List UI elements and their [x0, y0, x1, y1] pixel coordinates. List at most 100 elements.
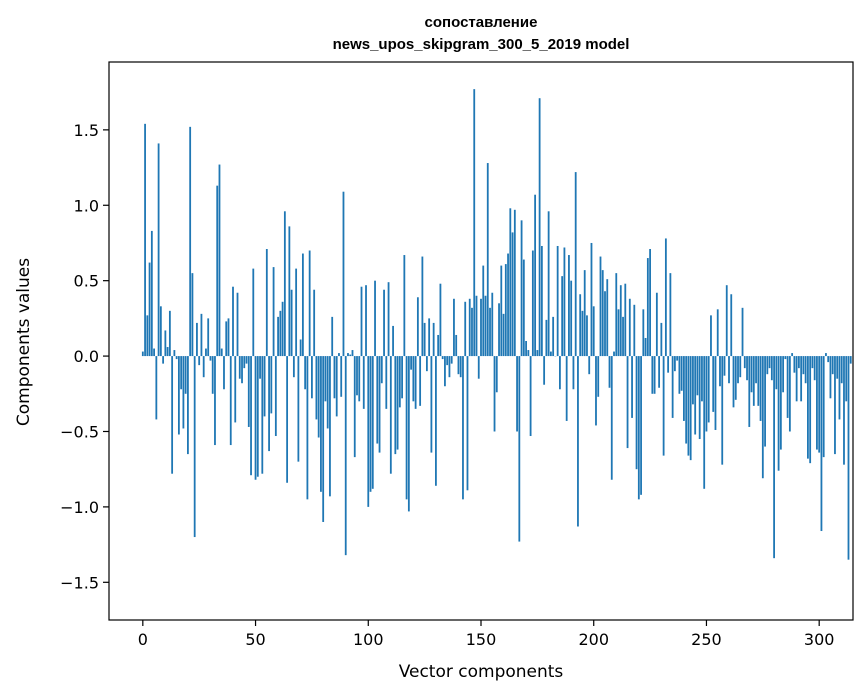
bar-156 [493, 356, 496, 432]
bar-1 [144, 123, 146, 357]
bar-253 [712, 356, 715, 412]
bar-194 [579, 294, 582, 357]
bar-195 [581, 310, 584, 357]
bar-83 [329, 356, 331, 497]
bar-187 [563, 247, 566, 357]
bar-255 [716, 309, 719, 357]
bar-159 [500, 265, 503, 357]
bar-50 [254, 356, 257, 480]
bar-63 [283, 211, 286, 357]
bar-225 [649, 249, 651, 357]
bar-240 [683, 356, 685, 421]
bar-245 [694, 356, 697, 435]
bar-119 [410, 356, 413, 370]
bar-196 [583, 270, 586, 357]
bar-197 [586, 315, 588, 357]
bar-190 [570, 280, 573, 357]
bar-176 [538, 98, 541, 357]
y-tick-label-4: 0.5 [74, 272, 99, 291]
bar-166 [516, 356, 518, 432]
bar-171 [527, 350, 530, 357]
bar-56 [268, 356, 270, 452]
bar-138 [453, 298, 455, 357]
bar-224 [646, 258, 649, 357]
bar-61 [279, 310, 282, 357]
bar-13 [171, 356, 174, 474]
bar-129 [432, 322, 435, 357]
bar-85 [333, 356, 336, 399]
bar-233 [667, 356, 670, 373]
bar-74 [308, 250, 311, 357]
bar-92 [349, 354, 352, 357]
bar-212 [619, 285, 622, 357]
bar-115 [401, 356, 403, 399]
bar-164 [511, 232, 514, 357]
bar-294 [804, 356, 807, 384]
y-tick-label-6: 1.5 [74, 121, 99, 140]
bar-295 [807, 356, 809, 459]
bar-38 [227, 318, 230, 357]
bar-79 [320, 356, 322, 492]
bar-217 [631, 356, 633, 418]
bar-209 [613, 351, 615, 357]
bar-199 [590, 242, 593, 357]
bar-249 [703, 356, 706, 489]
bar-167 [518, 356, 521, 542]
bar-206 [606, 279, 609, 357]
bar-250 [705, 356, 708, 432]
bar-260 [728, 356, 730, 384]
bar-247 [698, 356, 701, 440]
bar-54 [263, 356, 266, 417]
bar-10 [164, 330, 167, 357]
bar-41 [234, 356, 237, 423]
bar-68 [295, 268, 298, 357]
bar-141 [459, 356, 462, 378]
bar-126 [425, 356, 428, 372]
bar-89 [342, 191, 345, 357]
bar-276 [764, 356, 766, 447]
bar-204 [601, 270, 604, 357]
bar-7 [157, 143, 160, 357]
bar-301 [820, 356, 823, 532]
bar-291 [797, 356, 800, 369]
bar-57 [270, 356, 273, 414]
bar-203 [599, 256, 602, 357]
bar-139 [455, 334, 458, 357]
bar-151 [482, 265, 485, 357]
bar-86 [335, 356, 338, 417]
bar-58 [272, 267, 275, 357]
bar-12 [168, 310, 171, 357]
bar-158 [498, 303, 500, 357]
bar-244 [692, 356, 694, 405]
bar-234 [669, 273, 672, 357]
bar-73 [306, 356, 309, 500]
bar-304 [827, 356, 830, 363]
bar-133 [441, 356, 444, 360]
bar-137 [450, 356, 453, 364]
bar-281 [775, 356, 778, 390]
bar-284 [782, 356, 785, 393]
x-axis-label: Vector components [399, 662, 564, 682]
bar-122 [416, 297, 419, 357]
y-tick-label-1: −1.0 [60, 498, 99, 517]
bar-313 [847, 356, 850, 560]
bar-181 [549, 351, 552, 357]
bar-174 [534, 194, 537, 357]
bar-216 [628, 298, 631, 357]
bar-177 [540, 245, 543, 357]
bar-8 [159, 306, 162, 357]
bar-9 [162, 356, 165, 364]
bar-232 [664, 238, 667, 357]
bar-37 [225, 321, 228, 357]
bar-306 [831, 356, 834, 375]
bar-239 [680, 356, 683, 391]
bar-124 [421, 256, 424, 357]
bar-94 [353, 356, 356, 458]
bar-70 [299, 339, 302, 357]
y-tick-label-0: −1.5 [60, 573, 99, 592]
bar-309 [838, 356, 841, 420]
bar-104 [376, 356, 379, 444]
chart-title-line-1: сопоставление [425, 14, 538, 31]
bar-14 [173, 350, 176, 357]
bar-23 [193, 356, 196, 538]
